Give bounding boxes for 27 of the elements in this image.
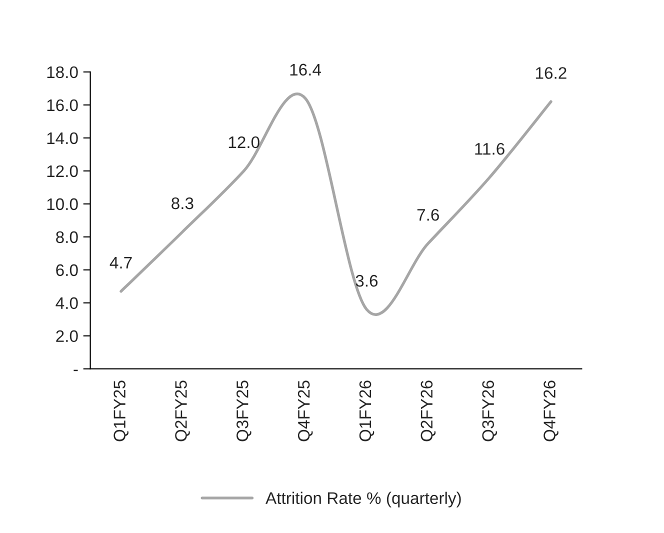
x-tick-label: Q3FY25 <box>236 380 252 442</box>
x-tick-label: Q1FY25 <box>114 380 128 442</box>
legend-label: Attrition Rate % (quarterly) <box>266 492 461 508</box>
y-tick-label: 12.0 <box>47 165 78 178</box>
y-tick-label: 14.0 <box>47 132 78 144</box>
x-tick-label: Q2FY25 <box>175 380 190 442</box>
x-tick-label: Q3FY26 <box>482 380 497 442</box>
x-tick-label: Q4FY25 <box>298 380 313 442</box>
y-tick-label: 10.0 <box>47 198 78 210</box>
y-tick-label: 2.0 <box>56 330 78 342</box>
y-tick-label: 4.0 <box>56 297 78 310</box>
y-tick-label: 16.0 <box>47 99 78 112</box>
text: 16.4 <box>290 64 322 76</box>
x-tick-label: Q1FY26 <box>359 380 374 442</box>
y-tick-label: 6.0 <box>56 264 78 276</box>
text: 12.0 <box>228 136 260 148</box>
x-tick-label: Q2FY26 <box>420 380 436 442</box>
y-tick-label: 18.0 <box>47 66 78 78</box>
x-tick-label: Q4FY26 <box>544 380 558 442</box>
text: 4.7 <box>110 256 132 268</box>
y-tick-label: 8.0 <box>56 231 78 244</box>
text: 16.2 <box>536 67 566 79</box>
text: 11.6 <box>475 142 504 155</box>
text: 3.6 <box>356 274 378 287</box>
y-tick-label: - <box>74 370 78 372</box>
text: 8.3 <box>172 197 194 210</box>
text: 7.6 <box>417 208 439 221</box>
